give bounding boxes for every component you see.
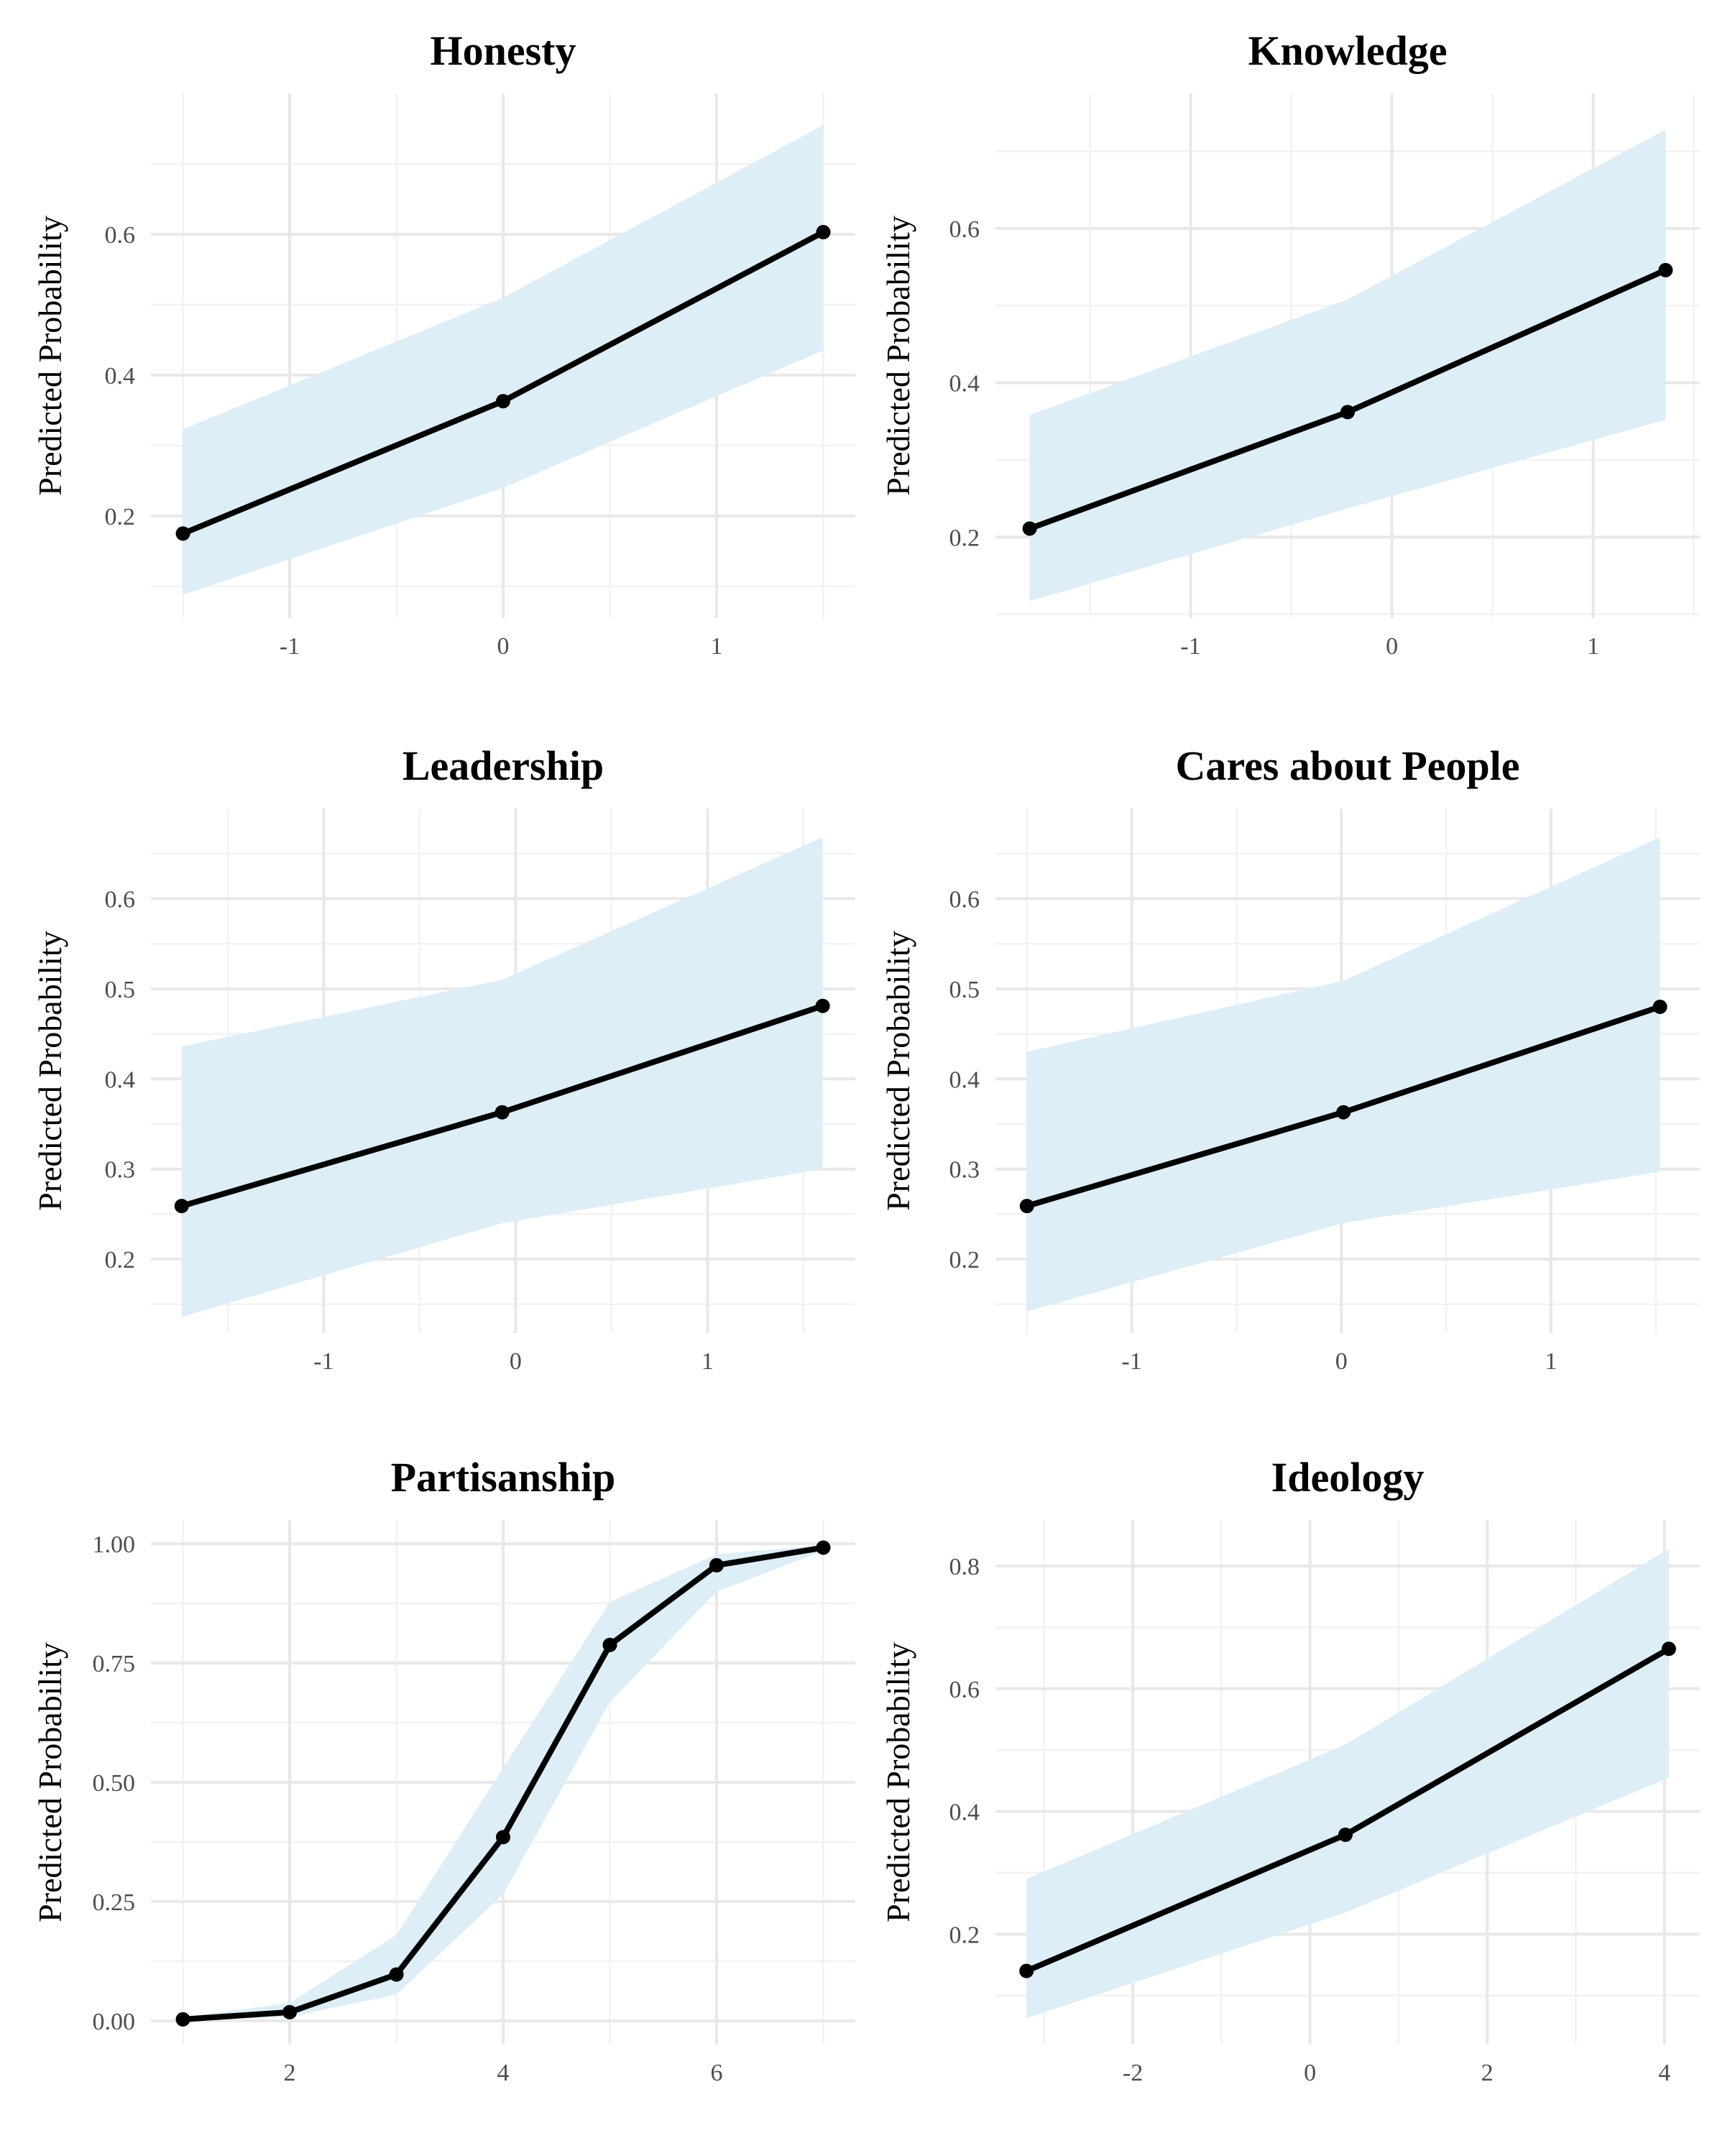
y-axis-label: Predicted Probability — [32, 216, 68, 496]
data-point — [816, 1540, 831, 1555]
y-tick-label: 0.3 — [105, 1157, 136, 1184]
data-point — [1652, 999, 1668, 1014]
confidence-band — [1026, 1549, 1669, 2019]
panel-title: Partisanship — [391, 1454, 616, 1501]
y-tick-label: 0.5 — [105, 977, 136, 1003]
panel-title: Honesty — [431, 27, 576, 74]
panel-ideology: 0.2 0.4 0.6 0.8 -2 0 2 4 Ideology Predicted Proba… — [880, 1454, 1700, 2086]
data-point — [175, 2012, 190, 2027]
confidence-band — [183, 1545, 824, 2021]
y-tick-label: 0.8 — [949, 1554, 980, 1580]
data-point — [602, 1637, 617, 1652]
y-tick-label: 0.4 — [105, 1067, 136, 1093]
y-tick-label: 0.4 — [105, 363, 136, 390]
x-tick-label: 0 — [1304, 2060, 1316, 2086]
data-point — [174, 1199, 189, 1214]
data-point — [1338, 1828, 1353, 1842]
x-tick-label: 1 — [702, 1348, 714, 1375]
x-tick-label: -2 — [1123, 2060, 1143, 2086]
data-point — [175, 526, 190, 541]
y-axis-label: Predicted Probability — [880, 1642, 916, 1922]
data-point — [1658, 262, 1673, 277]
y-tick-label: 0.4 — [949, 371, 980, 397]
y-tick-label: 1.00 — [93, 1531, 136, 1558]
data-point — [389, 1967, 404, 1982]
y-axis-label: Predicted Probability — [880, 931, 916, 1211]
panel-cares-about-people: 0.2 0.3 0.4 0.5 0.6 -1 0 1 Cares about People Pre… — [880, 742, 1700, 1375]
data-point — [1340, 405, 1355, 420]
y-tick-label: 0.6 — [105, 886, 136, 913]
data-point — [494, 1105, 510, 1120]
y-tick-label: 0.6 — [949, 1677, 980, 1703]
data-point — [282, 2004, 298, 2019]
panel-title: Cares about People — [1175, 742, 1519, 789]
y-axis-label: Predicted Probability — [32, 1642, 68, 1922]
data-point — [1019, 1199, 1034, 1214]
confidence-band — [1029, 129, 1666, 602]
panel-title: Leadership — [402, 742, 604, 789]
y-tick-label: 0.2 — [105, 504, 136, 530]
x-tick-label: 0 — [1386, 633, 1398, 660]
panel-title: Knowledge — [1248, 27, 1447, 74]
data-point — [815, 998, 830, 1013]
y-tick-label: 0.2 — [949, 525, 980, 551]
y-tick-label: 0.00 — [93, 2009, 136, 2035]
x-tick-label: 0 — [510, 1348, 522, 1375]
y-tick-label: 0.6 — [105, 222, 136, 249]
confidence-band — [183, 125, 824, 595]
data-point — [1661, 1641, 1676, 1657]
confidence-band — [1026, 837, 1660, 1312]
x-tick-label: -1 — [1180, 633, 1200, 660]
data-point — [1336, 1105, 1351, 1120]
panel-honesty: 0.2 0.4 0.6 -1 0 1 Honesty Predicted Probabilit… — [32, 27, 855, 660]
x-tick-label: 0 — [1335, 1348, 1348, 1375]
y-axis-label: Predicted Probability — [880, 216, 916, 496]
x-tick-label: 1 — [710, 633, 722, 660]
x-tick-label: 4 — [1658, 2060, 1670, 2086]
panel-title: Ideology — [1271, 1454, 1425, 1501]
data-point — [496, 394, 510, 409]
data-point — [1022, 521, 1037, 536]
x-tick-label: 2 — [1481, 2060, 1494, 2086]
x-tick-label: -1 — [313, 1348, 334, 1375]
panel-knowledge: 0.2 0.4 0.6 -1 0 1 Knowledge Predicted Probabil… — [880, 27, 1700, 660]
y-tick-label: 0.4 — [949, 1067, 980, 1093]
y-tick-label: 0.2 — [949, 1922, 980, 1948]
y-tick-label: 0.2 — [949, 1247, 980, 1273]
y-tick-label: 0.75 — [93, 1651, 136, 1677]
x-tick-label: -1 — [280, 633, 300, 660]
data-point — [496, 1830, 510, 1845]
y-tick-label: 0.5 — [949, 977, 980, 1003]
data-point — [709, 1558, 724, 1573]
data-point — [1019, 1963, 1034, 1978]
y-tick-label: 0.2 — [105, 1247, 136, 1273]
x-tick-label: -1 — [1121, 1348, 1141, 1375]
x-tick-label: 4 — [497, 2060, 510, 2086]
x-tick-label: 6 — [710, 2060, 722, 2086]
x-tick-label: 1 — [1545, 1348, 1557, 1375]
panel-leadership: 0.2 0.3 0.4 0.5 0.6 -1 0 1 Leadership Predicted P… — [32, 742, 855, 1375]
y-tick-label: 0.6 — [949, 216, 980, 243]
y-tick-label: 0.25 — [93, 1889, 136, 1916]
data-point — [816, 225, 831, 240]
x-tick-label: 1 — [1587, 633, 1599, 660]
y-tick-label: 0.50 — [93, 1770, 136, 1797]
y-axis-label: Predicted Probability — [32, 931, 68, 1211]
y-tick-label: 0.3 — [949, 1157, 980, 1184]
y-tick-label: 0.6 — [949, 886, 980, 913]
x-tick-label: 2 — [284, 2060, 296, 2086]
x-tick-label: 0 — [497, 633, 510, 660]
panel-partisanship: 0.00 0.25 0.50 0.75 1.00 2 4 6 Partisanship Predi… — [32, 1454, 855, 2086]
y-tick-label: 0.4 — [949, 1800, 980, 1826]
confidence-band — [181, 837, 823, 1317]
